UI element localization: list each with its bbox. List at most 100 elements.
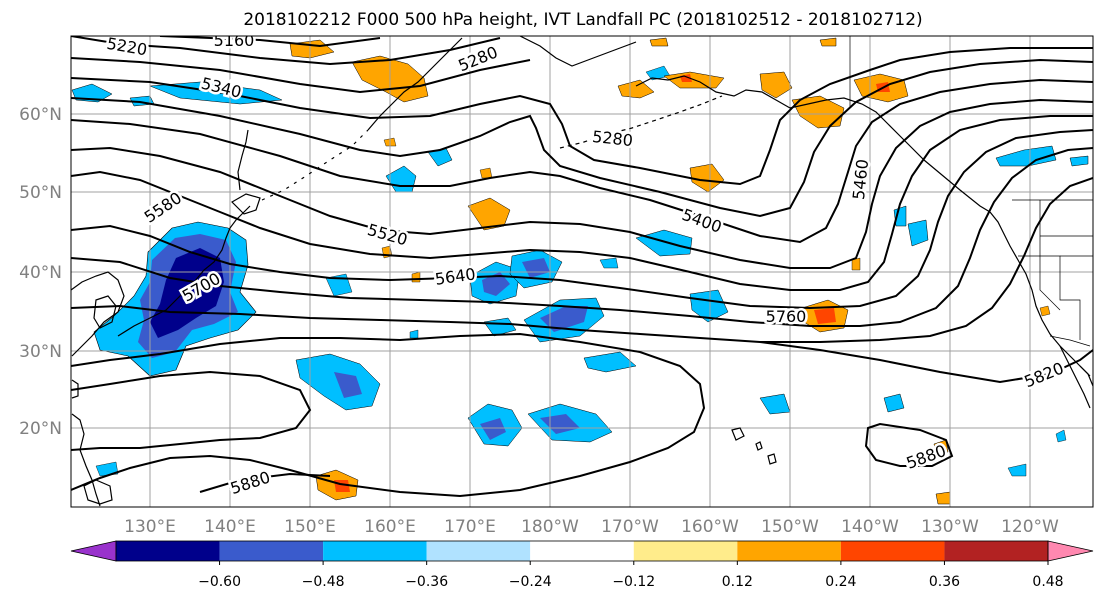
longitude-label: 120°W: [1001, 517, 1059, 537]
contour-5220: [71, 36, 501, 66]
contour-5820: [71, 332, 706, 498]
map-frame: [70, 35, 1094, 508]
colorbar-segment: [633, 541, 738, 561]
coast-hawaii: [731, 427, 777, 465]
longitude-labels: 130°E 140°E 150°E 160°E 170°E 180°W 170°W 160°W…: [124, 517, 1059, 537]
contour-5640: [71, 129, 1093, 310]
coast-alaska-west: [635, 75, 791, 109]
border-us-mexico: [1049, 335, 1091, 347]
political-borders: [849, 36, 1093, 347]
ivt-negative-areas: [71, 65, 1089, 477]
ivt-pos-gulf: [649, 37, 837, 193]
contour-5160: [159, 36, 381, 48]
colorbar-segment: [116, 541, 220, 561]
colorbar-tick-label: −0.36: [405, 574, 448, 590]
latitude-label: 20°N: [19, 419, 62, 439]
coast-hokkaido: [231, 193, 261, 215]
ivt-neg-east-1: [635, 229, 693, 257]
ivt-neg-cent-5b: [334, 372, 362, 398]
longitude-label: 150°W: [761, 517, 819, 537]
ivt-neg-cent-1b: [482, 272, 510, 296]
colorbar-tick-label: 0.12: [722, 574, 753, 590]
contour-5520: [71, 98, 1093, 269]
longitude-label: 160°W: [681, 517, 739, 537]
colorbar: [70, 540, 1094, 562]
longitude-label: 130°W: [921, 517, 979, 537]
coast-philippines: [71, 413, 101, 507]
coast-bc-west: [989, 211, 1091, 377]
contour-5880-sw: [199, 472, 331, 493]
coast-siberia-east: [519, 36, 637, 67]
colorbar-tick-label: 0.36: [929, 574, 960, 590]
colorbar-segment: [219, 541, 324, 561]
border-us-states-2: [1040, 235, 1093, 257]
contour-5880-west: [71, 370, 312, 451]
coast-alaska-south: [789, 97, 991, 213]
colorbar-segment: [323, 541, 427, 561]
ivt-neg-cent-4: [483, 317, 637, 373]
colorbar-tick-label: −0.60: [198, 574, 241, 590]
coast-taiwan: [71, 379, 79, 399]
longitude-label: 180°W: [521, 517, 579, 537]
ivt-pos-east-pacific-b: [814, 308, 836, 324]
ivt-pos-bering-1: [467, 197, 511, 231]
graticule: [71, 36, 1093, 507]
contour-label: 5760: [766, 307, 807, 326]
latitude-label: 40°N: [19, 263, 62, 283]
contour-5700: [71, 147, 1093, 327]
colorbar-segment: [840, 541, 945, 561]
coast-baja: [1059, 345, 1091, 409]
coast-asia-mainland: [71, 271, 125, 357]
figure-title: 2018102212 F000 500 hPa height, IVT Land…: [243, 10, 922, 30]
contour-5580: [71, 115, 1093, 291]
longitude-label: 130°E: [124, 517, 176, 537]
colorbar-tick-label: 0.24: [825, 574, 856, 590]
contour-5460: [71, 78, 1093, 244]
coast-kamchatka: [367, 37, 463, 131]
longitude-label: 170°W: [601, 517, 659, 537]
ivt-pos-alaska: [759, 71, 909, 129]
border-us-california: [1018, 255, 1061, 311]
colorbar-extend-low: [70, 540, 117, 562]
latitude-label: 30°N: [19, 342, 62, 362]
colorbar-tick-label: −0.12: [612, 574, 655, 590]
colorbar-extend-high: [1047, 540, 1094, 562]
colorbar-segment: [426, 541, 531, 561]
coast-sakhalin: [237, 129, 249, 191]
ivt-neg-east-2: [689, 289, 729, 323]
contour-5340: [71, 47, 1093, 186]
coast-korea: [93, 295, 117, 329]
colorbar-outline: [115, 540, 1049, 562]
ivt-neg-japan-dark: [150, 248, 224, 338]
ivt-neg-south-1b: [480, 418, 506, 440]
ivt-neg-cent-3b: [540, 306, 588, 332]
height-contours: [71, 36, 1093, 498]
contour-5280: [71, 57, 531, 94]
colorbar-tick-label: 0.48: [1032, 574, 1063, 590]
longitude-label: 150°E: [284, 517, 336, 537]
coast-japan: [117, 205, 251, 337]
colorbar-tick-label: −0.48: [302, 574, 345, 590]
contour-5820-east: [759, 341, 1093, 384]
map-panel: 5160 5220 5280 5340 5280 5460 5400 5580 …: [70, 31, 1094, 508]
contour-label: 5160: [214, 31, 255, 50]
colorbar-tick-labels: −0.60 −0.48 −0.36 −0.24 −0.12 0.12 0.24 0.36 0.4…: [198, 561, 1064, 590]
colorbar-tick-label: −0.24: [509, 574, 552, 590]
colorbar-segment: [737, 541, 841, 561]
colorbar-segment: [530, 541, 634, 561]
longitude-label: 160°E: [364, 517, 416, 537]
border-us-states-1: [1039, 200, 1081, 340]
longitude-label: 140°E: [204, 517, 256, 537]
coast-aleutians: [559, 95, 723, 149]
coast-gulf-ca: [1079, 365, 1093, 387]
ivt-pos-bering-2: [617, 71, 725, 99]
colorbar-segment: [944, 541, 1048, 561]
longitude-label: 170°E: [444, 517, 496, 537]
ivt-neg-cent-2b: [522, 258, 550, 278]
longitude-label: 140°W: [841, 517, 899, 537]
ivt-neg-canada: [995, 145, 1089, 167]
latitude-labels: 60°N 50°N 40°N 30°N 20°N: [19, 105, 62, 439]
latitude-label: 50°N: [19, 183, 62, 203]
